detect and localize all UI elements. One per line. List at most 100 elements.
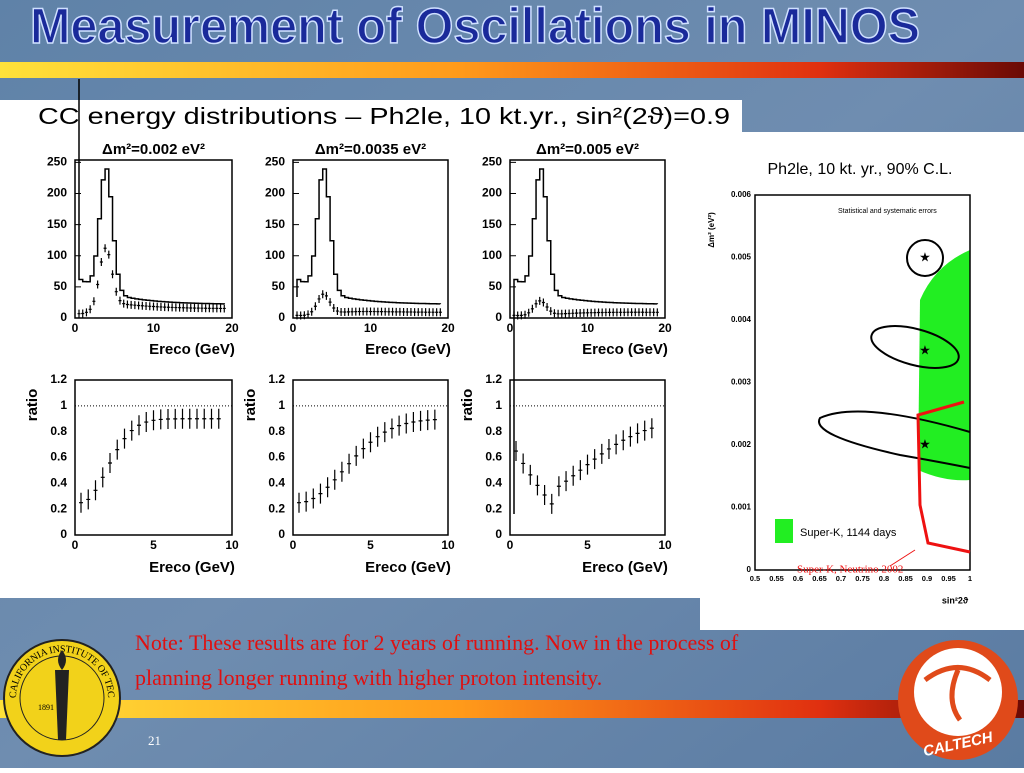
y-tick-label: 0.006 [731,190,752,199]
left-figure-bg [0,132,700,598]
annotation-arrow [889,549,916,567]
annotation: Super-K, Neutrino 2002 [797,564,903,576]
y-axis-label: ratio [242,389,259,422]
y-tick-label: 0.6 [485,450,502,464]
y-tick-label: 250 [47,155,67,169]
y-tick-label: 0.8 [50,424,67,438]
panel-frame [74,379,233,536]
y-tick-label: 100 [47,248,67,262]
x-axis-label: Ereco (GeV) [149,559,235,576]
y-tick-label: 50 [272,279,286,293]
star: ★ [919,436,931,451]
y-tick-label: 0.6 [50,450,67,464]
x-tick-label: 10 [658,538,672,552]
x-tick-label: 0.9 [922,574,932,583]
y-tick-label: 0 [60,527,67,541]
y-tick-label: 250 [482,155,502,169]
y-axis-label: ratio [24,389,41,422]
x-tick-label: 0.55 [769,574,784,583]
panel-title: Δm²=0.005 eV² [536,141,639,158]
y-tick-label: 0 [747,565,752,574]
y-tick-label: 0.003 [731,378,752,387]
y-axis-label: Δm² (eV²) [707,212,716,248]
caltech-badge: CALTECH [898,640,1018,760]
x-tick-label: 0 [290,538,297,552]
x-tick-label: 20 [658,321,672,335]
y-tick-label: 200 [47,186,67,200]
spectrum-points [512,296,659,320]
star: ★ [919,342,931,357]
x-tick-label: 5 [367,538,374,552]
x-tick-label: 0 [72,321,79,335]
x-tick-label: 0.5 [750,574,760,583]
spectrum-points [77,244,226,318]
y-tick-label: 0.2 [268,501,285,515]
x-tick-label: 1 [968,574,972,583]
y-tick-label: 0.004 [731,315,752,324]
star: ★ [919,249,931,264]
x-axis-label: Ereco (GeV) [365,341,451,358]
y-tick-label: 0 [278,527,285,541]
y-tick-label: 0.8 [268,424,285,438]
x-tick-label: 0 [72,538,79,552]
x-tick-label: 0 [290,321,297,335]
errors-note: Statistical and systematic errors [838,208,937,215]
y-tick-label: 50 [489,279,503,293]
superk-contour [916,400,971,554]
x-tick-label: 0.8 [879,574,889,583]
legend-swatch [775,519,793,543]
x-tick-label: 10 [147,321,161,335]
x-tick-label: 10 [364,321,378,335]
x-tick-label: 5 [150,538,157,552]
x-tick-label: 10 [581,321,595,335]
y-tick-label: 0.2 [485,501,502,515]
y-tick-label: 1.2 [268,372,285,386]
y-tick-label: 1 [60,398,67,412]
y-tick-label: 0.4 [268,476,285,490]
x-tick-label: 20 [441,321,455,335]
page-number: 21 [148,733,161,748]
y-tick-label: 0 [495,527,502,541]
y-tick-label: 100 [265,248,285,262]
y-tick-label: 150 [265,217,285,231]
x-tick-label: 0.85 [898,574,913,583]
x-axis-label: Ereco (GeV) [582,559,668,576]
y-tick-label: 200 [482,186,502,200]
x-tick-label: 0.75 [855,574,870,583]
y-tick-label: 150 [47,217,67,231]
figure-title: CC energy distributions – Ph2le, 10 kt.y… [38,103,730,129]
panel-title: Δm²=0.002 eV² [102,141,205,158]
ratio-points [297,409,437,513]
y-tick-label: 1.2 [485,372,502,386]
y-tick-label: 0.005 [731,253,752,262]
x-tick-label: 0.7 [836,574,846,583]
contour [818,410,971,469]
y-tick-label: 1.2 [50,372,67,386]
y-tick-label: 200 [265,186,285,200]
x-axis-label: sin²2ϑ [942,595,969,605]
ratio-points [514,418,654,514]
contour [870,325,960,369]
y-tick-label: 100 [482,248,502,262]
figure-title: Ph2le, 10 kt. yr., 90% C.L. [768,161,953,178]
panel-frame [509,159,666,319]
y-tick-label: 0.001 [731,503,752,512]
title-bar [0,62,1024,78]
seal-year: 1891 [38,703,54,712]
x-tick-label: 0 [507,538,514,552]
x-tick-label: 0 [507,321,514,335]
y-tick-label: 250 [265,155,285,169]
panel-frame [292,379,449,536]
spectrum-points [295,290,442,320]
y-axis-label: ratio [459,389,476,422]
y-tick-label: 50 [54,279,68,293]
x-axis-label: Ereco (GeV) [582,341,668,358]
x-tick-label: 10 [441,538,455,552]
x-tick-label: 0.95 [941,574,956,583]
y-tick-label: 0.4 [50,476,67,490]
y-tick-label: 0 [495,310,502,324]
ratio-points [79,408,221,513]
spectrum-curve [296,168,442,305]
